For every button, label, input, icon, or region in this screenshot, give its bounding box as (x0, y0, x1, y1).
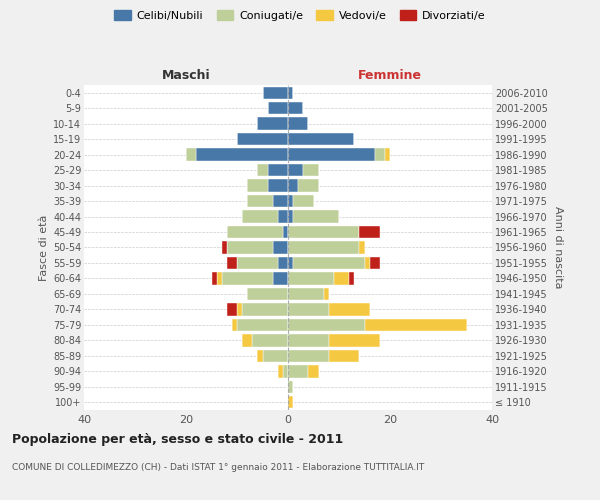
Text: Maschi: Maschi (161, 70, 211, 82)
Bar (263, 86, 288, 99)
Bar (293, 257, 365, 269)
Bar (278, 210, 288, 222)
Y-axis label: Anni di nascita: Anni di nascita (553, 206, 563, 288)
Bar (288, 86, 293, 99)
Bar (308, 365, 319, 378)
Bar (247, 288, 288, 300)
Bar (227, 257, 237, 269)
Bar (253, 334, 288, 346)
Bar (375, 148, 385, 161)
Bar (268, 102, 288, 115)
Bar (273, 242, 288, 254)
Bar (273, 195, 288, 207)
Bar (278, 257, 288, 269)
Bar (268, 180, 288, 192)
Bar (237, 318, 288, 331)
Bar (278, 365, 283, 378)
Text: COMUNE DI COLLEDIMEZZO (CH) - Dati ISTAT 1° gennaio 2011 - Elaborazione TUTTITAL: COMUNE DI COLLEDIMEZZO (CH) - Dati ISTAT… (12, 462, 424, 471)
Bar (288, 180, 298, 192)
Bar (212, 272, 217, 284)
Bar (273, 272, 288, 284)
Bar (257, 164, 268, 176)
Bar (324, 288, 329, 300)
Bar (227, 242, 273, 254)
Bar (288, 318, 365, 331)
Bar (242, 334, 253, 346)
Bar (329, 334, 380, 346)
Bar (227, 303, 237, 316)
Bar (288, 226, 359, 238)
Bar (227, 226, 283, 238)
Bar (237, 133, 288, 145)
Bar (237, 303, 242, 316)
Bar (247, 180, 268, 192)
Bar (298, 180, 319, 192)
Bar (288, 118, 308, 130)
Bar (288, 195, 293, 207)
Bar (288, 133, 355, 145)
Bar (283, 365, 288, 378)
Bar (288, 164, 304, 176)
Bar (288, 148, 375, 161)
Bar (247, 195, 273, 207)
Bar (288, 102, 304, 115)
Bar (288, 210, 293, 222)
Bar (293, 195, 314, 207)
Bar (288, 365, 308, 378)
Bar (288, 303, 329, 316)
Bar (222, 242, 227, 254)
Text: Popolazione per età, sesso e stato civile - 2011: Popolazione per età, sesso e stato civil… (12, 432, 343, 446)
Bar (242, 210, 278, 222)
Bar (293, 210, 339, 222)
Bar (288, 396, 293, 408)
Bar (334, 272, 349, 284)
Bar (242, 303, 288, 316)
Bar (359, 226, 380, 238)
Bar (370, 257, 380, 269)
Bar (288, 288, 324, 300)
Bar (237, 257, 278, 269)
Bar (222, 272, 273, 284)
Bar (283, 226, 288, 238)
Bar (385, 148, 390, 161)
Bar (232, 318, 237, 331)
Bar (257, 350, 263, 362)
Bar (186, 148, 196, 161)
Bar (257, 118, 288, 130)
Bar (359, 242, 365, 254)
Bar (329, 350, 359, 362)
Legend: Celibi/Nubili, Coniugati/e, Vedovi/e, Divorziati/e: Celibi/Nubili, Coniugati/e, Vedovi/e, Di… (110, 6, 490, 25)
Bar (288, 242, 359, 254)
Bar (268, 164, 288, 176)
Bar (329, 303, 370, 316)
Bar (288, 334, 329, 346)
Bar (263, 350, 288, 362)
Bar (288, 257, 293, 269)
Y-axis label: Fasce di età: Fasce di età (38, 214, 49, 280)
Bar (349, 272, 355, 284)
Bar (217, 272, 222, 284)
Bar (196, 148, 288, 161)
Bar (288, 272, 334, 284)
Bar (288, 350, 329, 362)
Bar (365, 318, 467, 331)
Bar (365, 257, 370, 269)
Bar (304, 164, 319, 176)
Text: Femmine: Femmine (358, 70, 422, 82)
Bar (288, 380, 293, 393)
